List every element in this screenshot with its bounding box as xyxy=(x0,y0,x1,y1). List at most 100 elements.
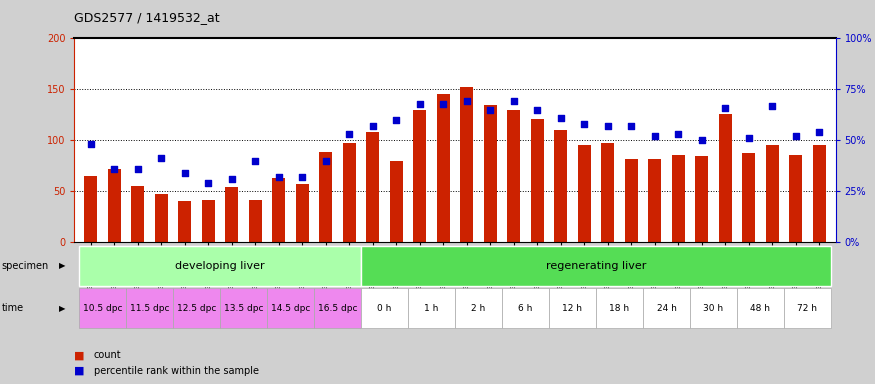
Text: ■: ■ xyxy=(74,366,85,376)
Point xyxy=(578,121,592,127)
Bar xyxy=(173,288,220,328)
Bar xyxy=(248,200,262,242)
Bar xyxy=(601,143,614,242)
Point xyxy=(342,131,356,137)
Bar xyxy=(413,110,426,242)
Text: 12.5 dpc: 12.5 dpc xyxy=(177,304,216,313)
Bar xyxy=(319,152,332,242)
Text: 10.5 dpc: 10.5 dpc xyxy=(83,304,123,313)
Bar xyxy=(408,288,455,328)
Bar xyxy=(742,153,755,242)
Bar xyxy=(648,159,662,242)
Bar xyxy=(79,246,361,286)
Bar xyxy=(696,156,708,242)
Point xyxy=(225,176,239,182)
Bar xyxy=(84,176,97,242)
Bar xyxy=(718,114,732,242)
Text: time: time xyxy=(2,303,24,313)
Point xyxy=(437,101,451,107)
Bar xyxy=(131,186,144,242)
Bar xyxy=(502,288,549,328)
Point xyxy=(530,107,544,113)
Bar xyxy=(531,119,543,242)
Point xyxy=(295,174,309,180)
Point xyxy=(413,101,427,107)
Point xyxy=(483,107,497,113)
Text: 11.5 dpc: 11.5 dpc xyxy=(130,304,169,313)
Bar xyxy=(202,200,214,242)
Text: 12 h: 12 h xyxy=(563,304,583,313)
Bar xyxy=(578,145,591,242)
Point xyxy=(389,117,403,123)
Point xyxy=(459,98,473,104)
Bar xyxy=(460,87,473,242)
Bar xyxy=(437,94,450,242)
Bar xyxy=(690,288,737,328)
Bar xyxy=(126,288,173,328)
Text: 24 h: 24 h xyxy=(656,304,676,313)
Text: 1 h: 1 h xyxy=(424,304,438,313)
Point xyxy=(108,166,122,172)
Bar xyxy=(272,178,285,242)
Text: 48 h: 48 h xyxy=(751,304,771,313)
Text: developing liver: developing liver xyxy=(175,261,265,271)
Bar xyxy=(343,143,356,242)
Bar xyxy=(672,156,684,242)
Point xyxy=(154,156,168,162)
Text: 18 h: 18 h xyxy=(609,304,629,313)
Bar xyxy=(226,187,238,242)
Bar xyxy=(267,288,314,328)
Text: 30 h: 30 h xyxy=(704,304,724,313)
Point xyxy=(624,123,638,129)
Text: 2 h: 2 h xyxy=(472,304,486,313)
Point xyxy=(366,123,380,129)
Bar xyxy=(361,246,831,286)
Bar xyxy=(789,156,802,242)
Bar xyxy=(484,104,497,242)
Point xyxy=(84,141,98,147)
Bar xyxy=(178,201,192,242)
Bar xyxy=(596,288,643,328)
Point xyxy=(554,115,568,121)
Point xyxy=(248,157,262,164)
Bar xyxy=(455,288,502,328)
Bar xyxy=(367,132,379,242)
Bar xyxy=(314,288,361,328)
Bar xyxy=(766,145,779,242)
Bar xyxy=(737,288,784,328)
Bar xyxy=(549,288,596,328)
Point xyxy=(648,133,662,139)
Point xyxy=(601,123,615,129)
Point xyxy=(131,166,145,172)
Bar xyxy=(79,288,126,328)
Text: percentile rank within the sample: percentile rank within the sample xyxy=(94,366,259,376)
Point xyxy=(671,131,685,137)
Bar xyxy=(643,288,690,328)
Bar xyxy=(155,194,168,242)
Point xyxy=(201,180,215,186)
Text: 16.5 dpc: 16.5 dpc xyxy=(318,304,357,313)
Bar xyxy=(389,161,402,242)
Text: ▶: ▶ xyxy=(59,304,65,313)
Text: GDS2577 / 1419532_at: GDS2577 / 1419532_at xyxy=(74,12,220,25)
Bar xyxy=(554,130,567,242)
Bar xyxy=(625,159,638,242)
Text: 0 h: 0 h xyxy=(377,304,392,313)
Bar xyxy=(784,288,831,328)
Point xyxy=(695,137,709,143)
Point xyxy=(318,157,332,164)
Point xyxy=(507,98,521,104)
Bar xyxy=(813,145,826,242)
Point xyxy=(766,103,780,109)
Point xyxy=(178,170,192,176)
Text: ▶: ▶ xyxy=(59,262,65,270)
Text: 14.5 dpc: 14.5 dpc xyxy=(271,304,311,313)
Point xyxy=(812,129,826,135)
Bar xyxy=(108,169,121,242)
Text: ■: ■ xyxy=(74,350,85,360)
Text: 72 h: 72 h xyxy=(797,304,817,313)
Text: 13.5 dpc: 13.5 dpc xyxy=(224,304,263,313)
Text: regenerating liver: regenerating liver xyxy=(546,261,646,271)
Point xyxy=(718,104,732,111)
Point xyxy=(272,174,286,180)
